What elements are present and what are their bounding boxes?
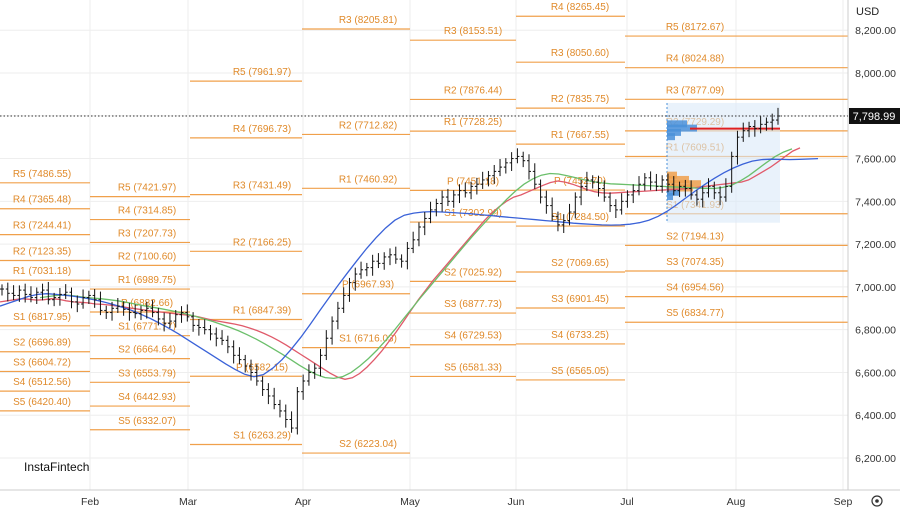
pivot-label: S1 (6716.03) (339, 334, 397, 345)
volume-profile-bar (667, 193, 673, 201)
pivot-label: S4 (6512.56) (13, 377, 71, 388)
pivot-label: S3 (6901.45) (551, 294, 609, 305)
pivot-label: S4 (6729.53) (444, 331, 502, 342)
pivot-label: P (6967.93) (342, 280, 394, 291)
pivot-label: R4 (8265.45) (551, 2, 609, 13)
volume-profile-bar (667, 188, 679, 196)
pivot-label: R4 (7314.85) (118, 206, 176, 217)
pivot-label: S5 (6332.07) (118, 416, 176, 427)
pivot-label: R2 (7166.25) (233, 237, 291, 248)
pivot-label: R1 (7031.18) (13, 266, 71, 277)
y-tick-label: 7,600.00 (855, 154, 896, 166)
pivot-label: S2 (7025.92) (444, 267, 502, 278)
pivot-label: S2 (6664.64) (118, 345, 176, 356)
x-tick-label: Mar (179, 496, 198, 508)
pivot-label: P (7452.70) (554, 176, 606, 187)
y-tick-label: 7,400.00 (855, 196, 896, 208)
y-tick-label: 6,200.00 (855, 453, 896, 465)
pivot-label: S4 (6733.25) (551, 330, 609, 341)
y-tick-label: 6,400.00 (855, 410, 896, 422)
last-price-tag-label: 7,798.99 (853, 111, 896, 123)
pivot-label: R3 (8205.81) (339, 15, 397, 26)
pivot-label: R4 (7696.73) (233, 124, 291, 135)
pivot-label: S1 (7284.50) (551, 212, 609, 223)
price-bars (0, 107, 780, 435)
pivot-label: R4 (8024.88) (666, 54, 724, 65)
pivot-label: S3 (7074.35) (666, 257, 724, 268)
pivot-label: S2 (7194.13) (666, 231, 724, 242)
pivot-label: S5 (6581.33) (444, 362, 502, 373)
y-tick-label: 7,200.00 (855, 239, 896, 251)
pivot-label: R3 (8153.51) (444, 26, 502, 37)
pivot-label: R5 (8172.67) (666, 22, 724, 33)
volume-profile-bar (667, 175, 689, 183)
volume-profile-bar (667, 133, 675, 141)
brand-logo-text: InstaFintech (24, 460, 89, 474)
x-tick-label: Aug (727, 496, 746, 508)
pivot-label: R2 (7712.82) (339, 120, 397, 131)
pivot-label: R3 (7877.09) (666, 85, 724, 96)
x-tick-label: Jun (508, 496, 525, 508)
pivot-label: R1 (7667.55) (551, 130, 609, 141)
pivot-label: R3 (7244.41) (13, 221, 71, 232)
pivot-label: S4 (6954.56) (666, 283, 724, 294)
pivot-label: R2 (7123.35) (13, 247, 71, 258)
moving-average-line (39, 148, 793, 380)
x-tick-label: Apr (295, 496, 312, 508)
pivot-label: S2 (6696.89) (13, 338, 71, 349)
y-tick-label: 6,600.00 (855, 367, 896, 379)
pivot-label: S1 (6771.77) (118, 322, 176, 333)
pivot-label: R4 (7365.48) (13, 195, 71, 206)
pivot-label: S2 (7069.65) (551, 258, 609, 269)
y-tick-label: 8,000.00 (855, 68, 896, 80)
x-tick-label: Jul (620, 496, 633, 508)
pivot-label: R1 (6847.39) (233, 306, 291, 317)
pivot-label: S5 (6565.05) (551, 366, 609, 377)
pivot-label: R1 (7460.92) (339, 174, 397, 185)
last-price-tag (849, 107, 900, 124)
x-tick-label: May (400, 496, 421, 508)
pivot-label: R3 (7207.73) (118, 228, 176, 239)
currency-label[interactable]: USD (856, 6, 879, 18)
volume-profile-bar (667, 124, 697, 132)
pivot-label: R5 (7421.97) (118, 183, 176, 194)
volume-profile-bar (667, 128, 681, 136)
y-tick-label: 8,200.00 (855, 25, 896, 37)
pivot-label: R3 (7431.49) (233, 181, 291, 192)
pivot-label: S5 (6834.77) (666, 308, 724, 319)
volume-profile-bar (667, 120, 687, 128)
pivot-label: R5 (7486.55) (13, 169, 71, 180)
moving-average-line (0, 157, 819, 378)
pivot-label: P (7451.18) (447, 176, 499, 187)
volume-profile-bar (667, 171, 677, 179)
pivot-label: R5 (7961.97) (233, 67, 291, 78)
x-tick-label: Feb (81, 496, 99, 508)
pivot-label: S4 (6442.93) (118, 392, 176, 403)
y-tick-label: 6,800.00 (855, 325, 896, 337)
pivot-label: S5 (6420.40) (13, 397, 71, 408)
moving-average-line (0, 147, 801, 380)
pivot-label: S3 (6877.73) (444, 299, 502, 310)
y-tick-label: 7,000.00 (855, 282, 896, 294)
chart-settings-icon[interactable] (871, 495, 883, 507)
x-tick-label: Sep (834, 496, 853, 508)
pivot-label: S1 (6263.29) (233, 430, 291, 441)
pivot-label: S3 (6553.79) (118, 368, 176, 379)
pivot-label: R3 (8050.60) (551, 48, 609, 59)
pivot-label: R2 (7100.60) (118, 251, 176, 262)
pivot-label: R1 (6989.75) (118, 275, 176, 286)
pivot-label: S3 (6604.72) (13, 357, 71, 368)
pivot-label: P (6582.15) (236, 362, 288, 373)
pivot-label: S2 (6223.04) (339, 439, 397, 450)
pivot-label: R2 (7876.44) (444, 85, 502, 96)
pivot-label: R1 (7728.25) (444, 117, 502, 128)
pivot-label: S1 (6817.95) (13, 312, 71, 323)
volume-profile (666, 102, 780, 223)
volume-profile-bar (667, 180, 701, 188)
moving-averages (0, 147, 819, 380)
pivot-label: R2 (7835.75) (551, 94, 609, 105)
pivot-levels: R5 (7486.55) R4 (7365.48) R3 (7244.41) R2 (… (0, 2, 848, 454)
